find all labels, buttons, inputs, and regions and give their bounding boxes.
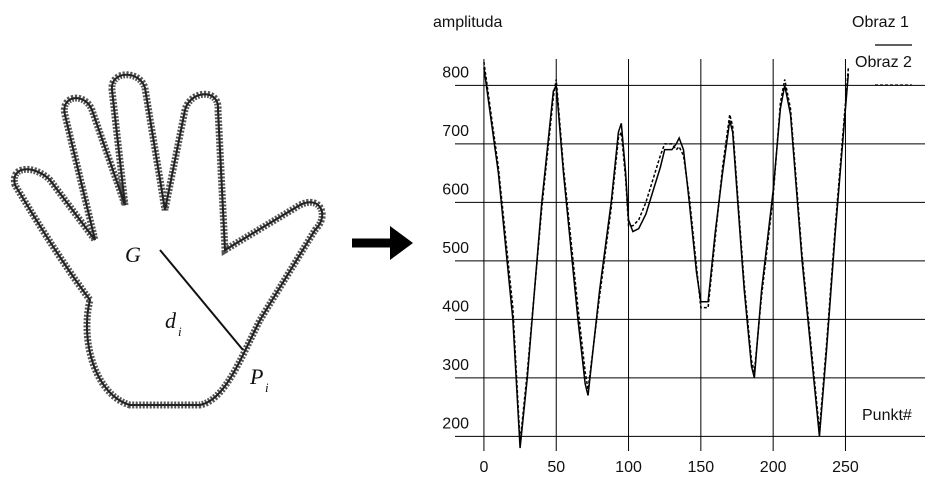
point-subscript: i [265,380,269,395]
y-tick-label: 300 [442,357,469,374]
legend-label: Obraz 1 [852,14,909,31]
legend-label: Obraz 2 [855,54,912,71]
x-tick-label: 250 [832,459,859,476]
y-axis-label: amplituda [433,14,502,31]
arrow-head [390,226,413,260]
y-tick-label: 400 [442,298,469,315]
series-line [483,61,850,443]
y-tick-label: 500 [442,240,469,257]
hand-outline [10,71,326,409]
y-tick-label: 700 [442,123,469,140]
x-tick-label: 0 [479,459,488,476]
x-tick-label: 100 [615,459,642,476]
x-tick-label: 200 [760,459,787,476]
x-tick-label: 50 [547,459,565,476]
y-tick-label: 200 [442,415,469,432]
point-label: P [249,364,263,389]
y-tick-label: 800 [442,64,469,81]
distance-label: d [165,308,177,333]
hand-outline-inner [13,73,324,406]
series-line [483,67,850,449]
x-axis-label: Punkt# [862,407,912,424]
centroid-label: G [125,242,141,267]
distance-line [159,249,244,351]
y-tick-label: 600 [442,181,469,198]
x-tick-label: 150 [687,459,714,476]
distance-subscript: i [178,324,182,339]
plot: 200 300 400 500 600 700 800 0 50 100 150 200 250 Obra… [442,14,925,476]
